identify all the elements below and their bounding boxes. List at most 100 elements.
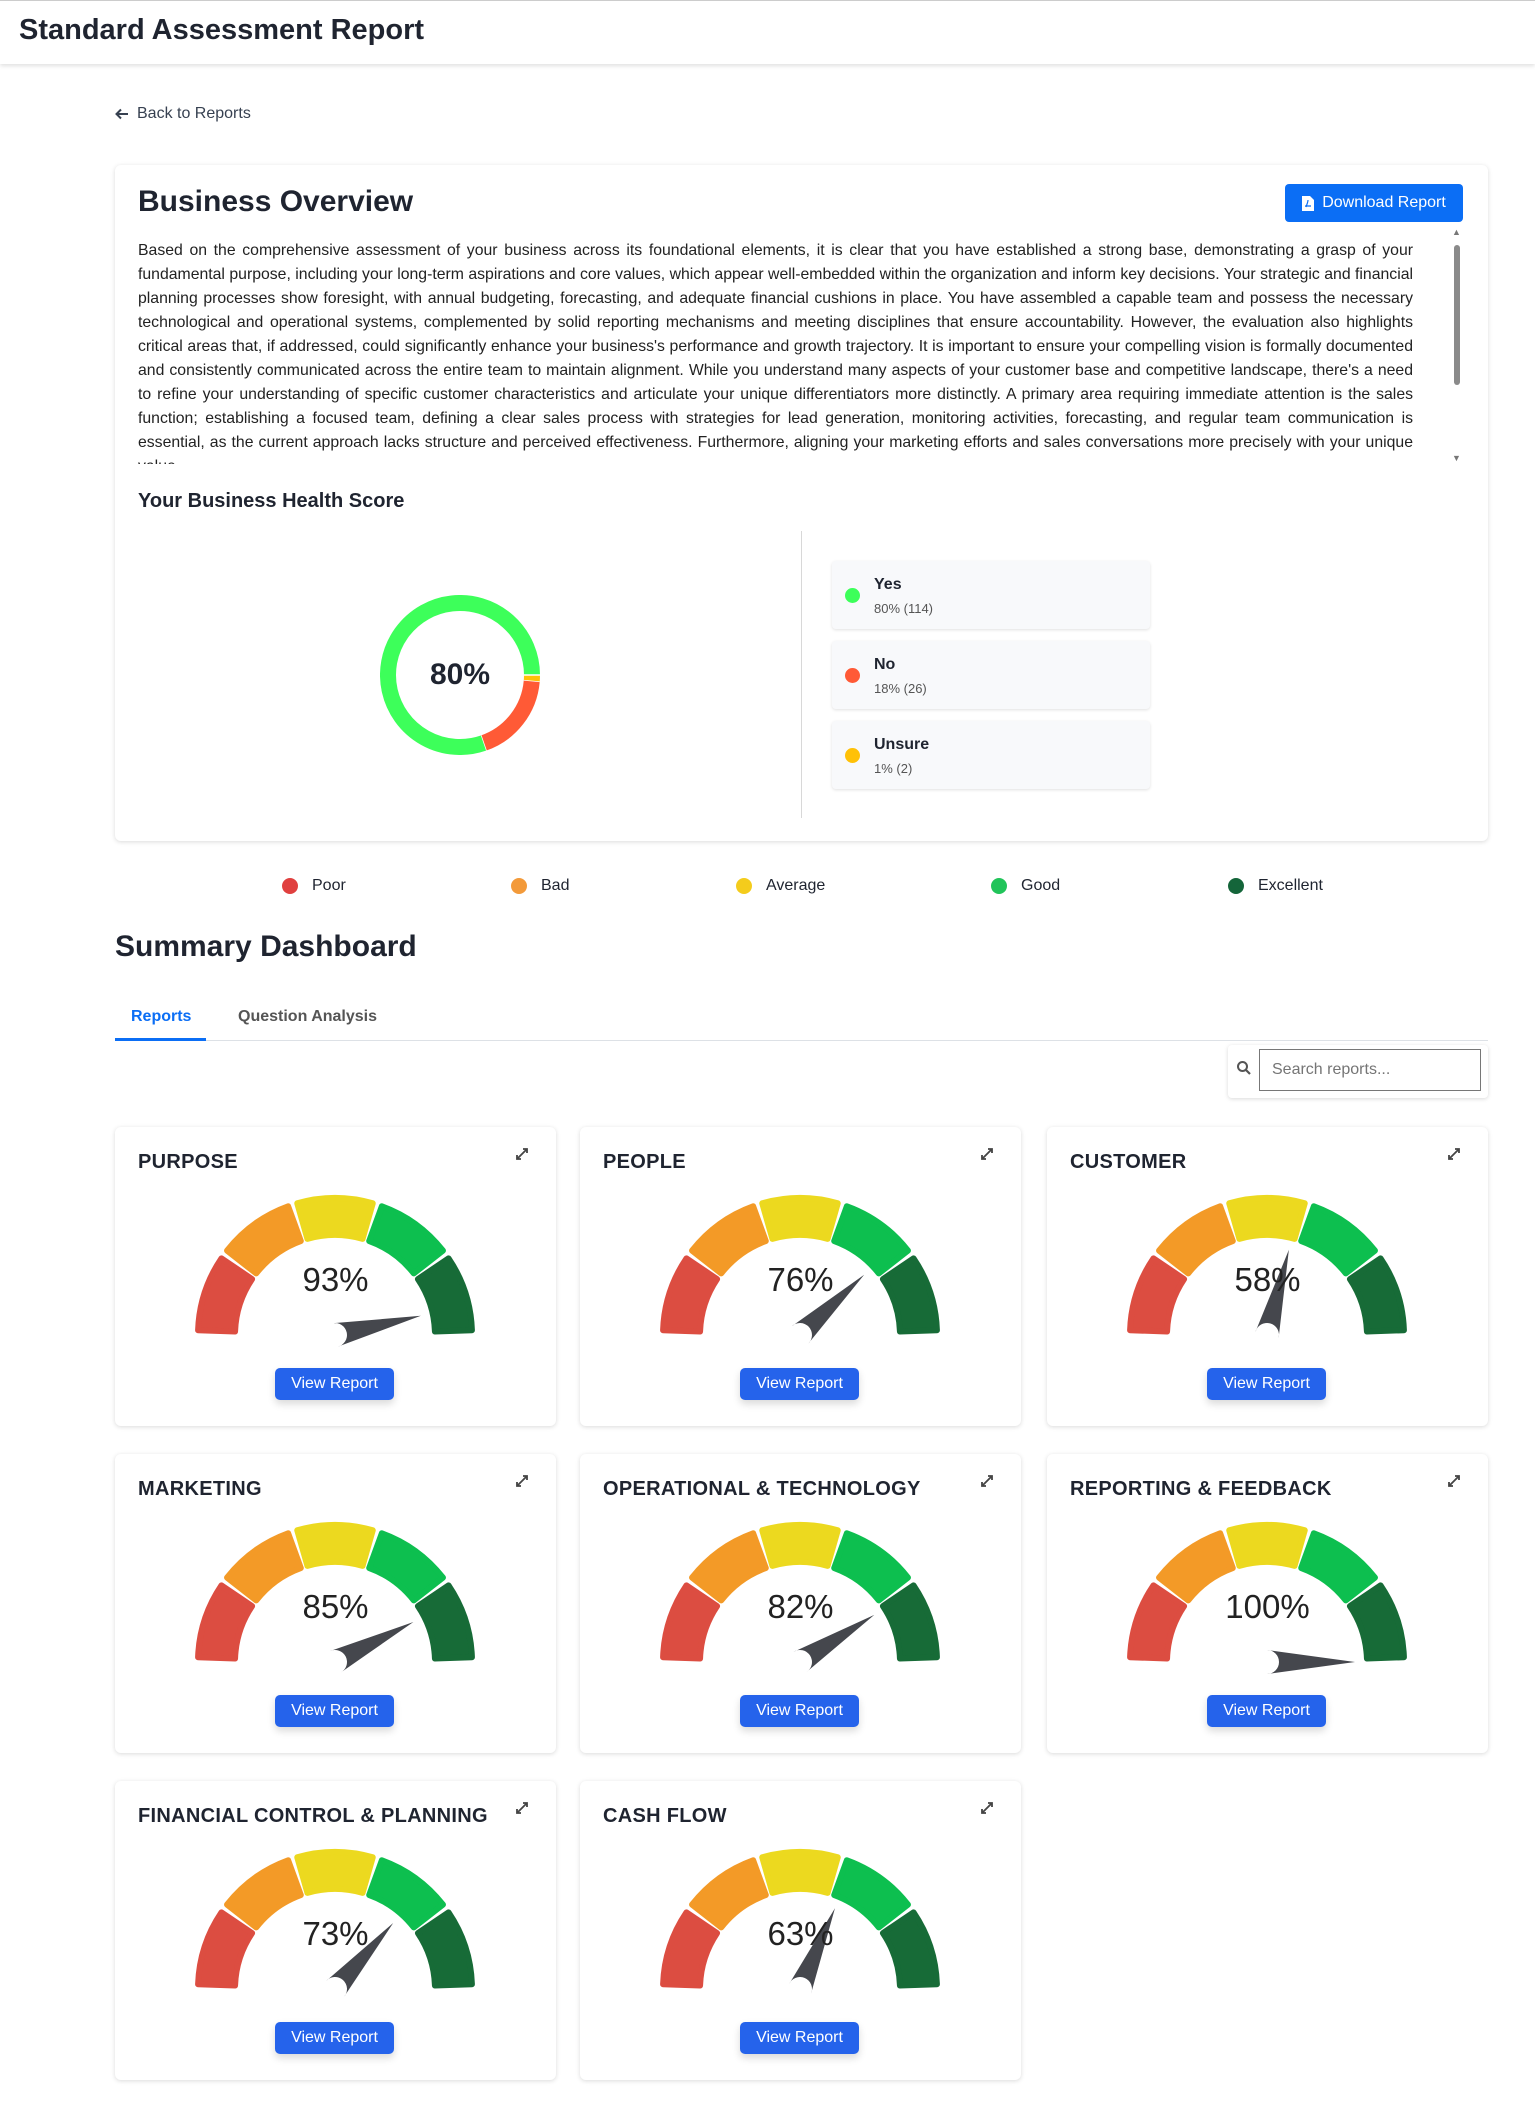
scroll-down-icon[interactable]: ▼ (1452, 453, 1461, 463)
gauge-segment (1156, 1203, 1236, 1277)
expand-icon[interactable] (1447, 1147, 1461, 1161)
gauge-segment (224, 1857, 304, 1931)
health-legend-no: No 18% (26) (832, 641, 1150, 709)
gauge-needle (793, 1614, 875, 1673)
gauge-segment (414, 1255, 475, 1335)
legend-dot (845, 588, 860, 603)
gauge-card-customer: CUSTOMER 58% View Report (1047, 1127, 1488, 1426)
rating-dot (736, 878, 752, 894)
donut-slice-yes (380, 595, 540, 755)
view-report-button[interactable]: View Report (275, 1695, 394, 1727)
gauge-needle (1255, 1249, 1289, 1338)
donut-slice-no (480, 680, 540, 751)
download-report-button[interactable]: Download Report (1285, 184, 1463, 222)
active-tab-indicator (115, 1038, 206, 1041)
legend-label: Unsure (874, 736, 930, 753)
back-to-reports-link[interactable]: Back to Reports (115, 105, 251, 123)
gauge-segment (759, 1522, 841, 1569)
overview-scrollbar[interactable]: ▲ ▼ (1452, 227, 1462, 467)
gauge-segment (689, 1857, 769, 1931)
search-icon (1237, 1061, 1251, 1075)
gauge-segment (224, 1530, 304, 1604)
rating-label: Poor (312, 877, 346, 894)
legend-detail: 1% (2) (874, 761, 913, 776)
gauge-card-people: PEOPLE 76% View Report (580, 1127, 1021, 1426)
card-title: FINANCIAL CONTROL & PLANNING (138, 1805, 488, 1827)
gauge (660, 1849, 940, 1994)
expand-icon[interactable] (515, 1474, 529, 1488)
gauge-segment (759, 1849, 841, 1896)
gauge (195, 1195, 475, 1347)
gauge-segment (879, 1582, 940, 1662)
view-report-button[interactable]: View Report (275, 2022, 394, 2054)
overview-text: Based on the comprehensive assessment of… (138, 242, 1413, 464)
gauge-segment (195, 1909, 256, 1989)
gauge-segment (759, 1195, 841, 1242)
gauge-segment (1127, 1582, 1188, 1662)
rating-dot (282, 878, 298, 894)
gauge-segment (660, 1255, 721, 1335)
legend-dot (845, 748, 860, 763)
view-report-button[interactable]: View Report (740, 2022, 859, 2054)
tab-reports[interactable]: Reports (131, 1008, 192, 1025)
tab-question-analysis[interactable]: Question Analysis (238, 1008, 377, 1025)
gauge-value: 76% (767, 1261, 834, 1298)
gauge-needle (791, 1274, 865, 1344)
expand-icon[interactable] (980, 1147, 994, 1161)
arrow-left-icon (115, 108, 128, 120)
health-legend-unsure: Unsure 1% (2) (832, 721, 1150, 789)
gauge-value: 82% (767, 1588, 834, 1625)
rating-label: Average (766, 877, 826, 894)
gauge-segment (689, 1530, 769, 1604)
health-legend-yes: Yes 80% (114) (832, 561, 1150, 629)
card-title: CASH FLOW (603, 1805, 727, 1827)
gauge (195, 1522, 475, 1673)
card-title: OPERATIONAL & TECHNOLOGY (603, 1478, 921, 1500)
gauge (1127, 1522, 1407, 1674)
rating-legend-excellent: Excellent (1228, 877, 1323, 895)
gauge-value: 93% (302, 1261, 369, 1298)
gauge (660, 1195, 940, 1344)
rating-legend-good: Good (991, 877, 1060, 895)
gauge-needle (788, 1908, 835, 1994)
gauge-card-reporting-feedback: REPORTING & FEEDBACK 100% View Report (1047, 1454, 1488, 1753)
expand-icon[interactable] (515, 1801, 529, 1815)
view-report-button[interactable]: View Report (1207, 1695, 1326, 1727)
card-title: MARKETING (138, 1478, 262, 1500)
legend-label: No (874, 656, 896, 673)
rating-dot (1228, 878, 1244, 894)
scrollbar-thumb[interactable] (1454, 245, 1460, 385)
gauge-segment (1298, 1203, 1378, 1277)
gauge-value: 58% (1234, 1261, 1301, 1298)
expand-icon[interactable] (1447, 1474, 1461, 1488)
gauge-needle (1267, 1650, 1355, 1674)
gauge (195, 1849, 475, 1997)
expand-icon[interactable] (980, 1474, 994, 1488)
view-report-button[interactable]: View Report (740, 1368, 859, 1400)
view-report-button[interactable]: View Report (740, 1695, 859, 1727)
legend-detail: 18% (26) (874, 681, 927, 696)
gauge-segment (831, 1857, 911, 1931)
rating-dot (511, 878, 527, 894)
search-reports-input[interactable] (1259, 1049, 1481, 1091)
view-report-button[interactable]: View Report (1207, 1368, 1326, 1400)
scroll-up-icon[interactable]: ▲ (1452, 227, 1461, 237)
pdf-file-icon (1302, 195, 1315, 211)
card-title: PEOPLE (603, 1151, 686, 1173)
view-report-button[interactable]: View Report (275, 1368, 394, 1400)
search-box (1228, 1045, 1488, 1098)
gauge (660, 1522, 940, 1673)
download-label: Download Report (1322, 194, 1446, 211)
legend-detail: 80% (114) (874, 601, 934, 616)
health-donut-chart (380, 595, 540, 755)
divider (801, 531, 802, 818)
gauge (1127, 1195, 1407, 1338)
legend-dot (845, 668, 860, 683)
overview-title: Business Overview (138, 185, 414, 218)
gauge-needle (325, 1922, 394, 1997)
gauge-value: 85% (302, 1588, 369, 1625)
rating-label: Bad (541, 877, 570, 894)
expand-icon[interactable] (980, 1801, 994, 1815)
expand-icon[interactable] (515, 1147, 529, 1161)
tab-bar: Reports Question Analysis (115, 1000, 1488, 1041)
